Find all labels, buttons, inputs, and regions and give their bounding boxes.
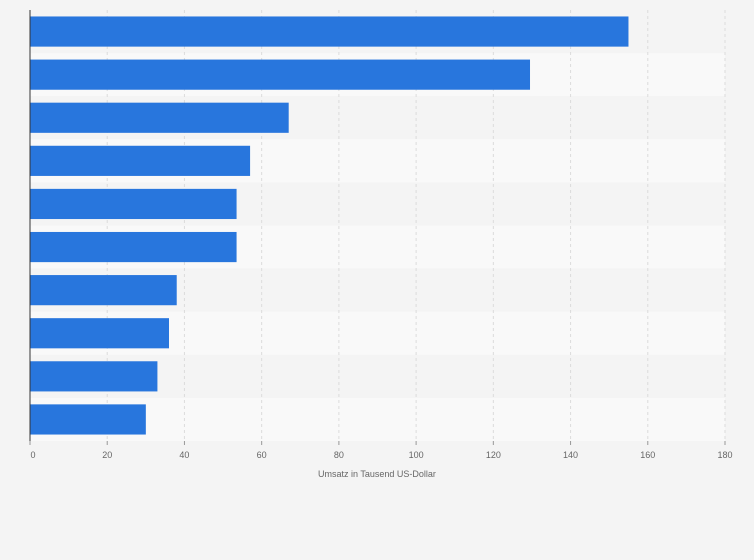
x-axis-ticks: 0 20 40 60 80 100 120 140 160 180 — [29, 441, 733, 460]
x-axis-title: Umsatz in Tausend US-Dollar — [318, 469, 436, 479]
bar[interactable] — [30, 361, 158, 392]
x-tick-label: 100 — [409, 450, 424, 460]
x-tick-label: 20 — [102, 450, 112, 460]
bar[interactable] — [30, 16, 629, 47]
x-tick-label: 140 — [563, 450, 578, 460]
x-tick-label: 0 — [30, 450, 35, 460]
x-tick-label: 40 — [179, 450, 189, 460]
bar[interactable] — [30, 231, 237, 263]
bar[interactable] — [30, 188, 237, 220]
x-tick-label: 80 — [334, 450, 344, 460]
x-tick-label: 120 — [486, 450, 501, 460]
bar[interactable] — [30, 145, 251, 176]
bar[interactable] — [30, 275, 177, 306]
bar[interactable] — [30, 318, 169, 349]
x-tick-label: 60 — [257, 450, 267, 460]
x-tick-label: 180 — [717, 450, 732, 460]
x-tick-label: 160 — [640, 450, 655, 460]
bar[interactable] — [30, 59, 531, 90]
bar[interactable] — [30, 102, 289, 133]
bars — [30, 16, 629, 435]
bar[interactable] — [30, 404, 146, 435]
